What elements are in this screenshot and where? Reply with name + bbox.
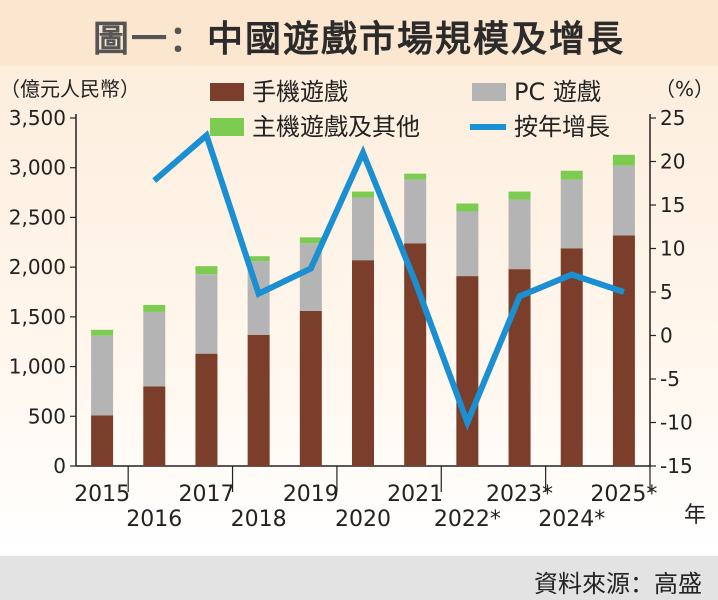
x-tick-label: 2016 (126, 507, 182, 532)
bar-segment-mobile (143, 386, 166, 466)
chart-title: 圖一：中國遊戲市場規模及增長 (0, 10, 718, 62)
legend-swatch-pc (472, 83, 506, 101)
legend-swatch-mobile (210, 83, 244, 101)
bar-segment-pc (195, 274, 218, 354)
bar-segment-console (195, 266, 218, 275)
y-right-tick-label: 10 (660, 237, 685, 261)
legend-label-console: 主機遊戲及其他 (252, 113, 420, 141)
y-right-tick-label: -15 (660, 454, 693, 478)
bar-segment-mobile (352, 260, 374, 466)
legend: 手機遊戲 PC 遊戲 主機遊戲及其他 按年增長 (210, 78, 610, 141)
y-right-tick-label: 5 (660, 280, 673, 304)
y-axis-right-label: （%） (655, 77, 714, 101)
bar-segment-mobile (456, 276, 479, 466)
y-axis-left-label: （億元人民幣） (0, 77, 140, 101)
x-tick-label: 2020 (335, 507, 391, 532)
bar-segment-console (91, 329, 114, 336)
y-right-tick-label: 0 (660, 324, 673, 348)
bar-segment-console (143, 304, 166, 312)
x-tick-label: 2017 (178, 482, 234, 507)
bar-segment-mobile (560, 248, 583, 466)
x-tick-label: 2025* (590, 482, 657, 507)
y-left-tick-label: 1,000 (9, 355, 66, 379)
y-left-tick-label: 2,000 (9, 255, 66, 279)
bar-segment-pc (612, 165, 635, 236)
bar-segment-console (404, 173, 427, 180)
bar-segment-pc (91, 335, 114, 416)
y-right-tick-label: 25 (660, 106, 685, 130)
bar-segment-mobile (195, 353, 218, 466)
y-left-tick-label: 3,000 (9, 156, 66, 180)
x-tick-label: 2024* (538, 507, 605, 532)
y-left-tick-label: 1,500 (9, 305, 66, 329)
bar-segment-pc (456, 211, 479, 277)
bar-segment-mobile (508, 269, 531, 466)
bar-segment-mobile (299, 310, 322, 466)
bar-segment-console (560, 170, 583, 180)
chart-title-text: 中國遊戲市場規模及增長 (207, 19, 626, 60)
x-tick-label: 2019 (283, 482, 339, 507)
x-tick-label: 2023* (486, 482, 553, 507)
bar-segment-pc (352, 197, 374, 261)
y-right-tick-label: -10 (660, 411, 693, 435)
legend-label-pc: PC 遊戲 (514, 78, 601, 106)
y-left-tick-label: 0 (53, 454, 66, 478)
bar-segment-console (612, 154, 635, 166)
legend-label-growth: 按年增長 (514, 113, 610, 141)
bar-segment-mobile (247, 334, 270, 466)
y-left-tick-label: 3,500 (9, 106, 66, 130)
axes: 0 500 1,000 1,500 2,000 2,500 3,000 3,500 -15 -10… (9, 106, 693, 532)
bars (91, 154, 635, 466)
source-footer: 資料來源：高盛 (0, 556, 718, 600)
bar-segment-console (247, 256, 270, 262)
y-right-tick-label: -5 (660, 367, 680, 391)
y-left-tick-label: 500 (28, 404, 66, 428)
bar-segment-pc (508, 199, 531, 270)
y-left-tick-label: 2,500 (9, 205, 66, 229)
bar-segment-mobile (612, 235, 635, 466)
x-tick-label: 2022* (434, 507, 501, 532)
x-tick-label: 2018 (231, 507, 287, 532)
bar-segment-console (352, 191, 374, 198)
x-axis-unit-label: 年 (684, 503, 706, 528)
y-right-tick-label: 20 (660, 150, 685, 174)
bar-segment-console (456, 203, 479, 212)
bar-segment-console (508, 191, 531, 200)
bar-segment-mobile (91, 415, 114, 466)
bar-segment-console (299, 237, 322, 244)
x-tick-label: 2021 (387, 482, 443, 507)
title-bar: 圖一：中國遊戲市場規模及增長 (0, 0, 718, 66)
x-tick-label: 2015 (74, 482, 130, 507)
legend-label-mobile: 手機遊戲 (252, 78, 348, 106)
legend-swatch-console (210, 118, 244, 136)
chart-title-prefix: 圖一： (92, 19, 207, 60)
bar-segment-pc (143, 311, 166, 387)
y-right-tick-label: 15 (660, 193, 685, 217)
source-note: 資料來源：高盛 (534, 570, 702, 598)
bar-segment-pc (560, 179, 583, 249)
growth-line (152, 130, 625, 431)
growth-line-layer (152, 130, 625, 431)
chart: 0 500 1,000 1,500 2,000 2,500 3,000 3,500 -15 -10… (0, 77, 714, 532)
bar-segment-pc (404, 179, 427, 244)
